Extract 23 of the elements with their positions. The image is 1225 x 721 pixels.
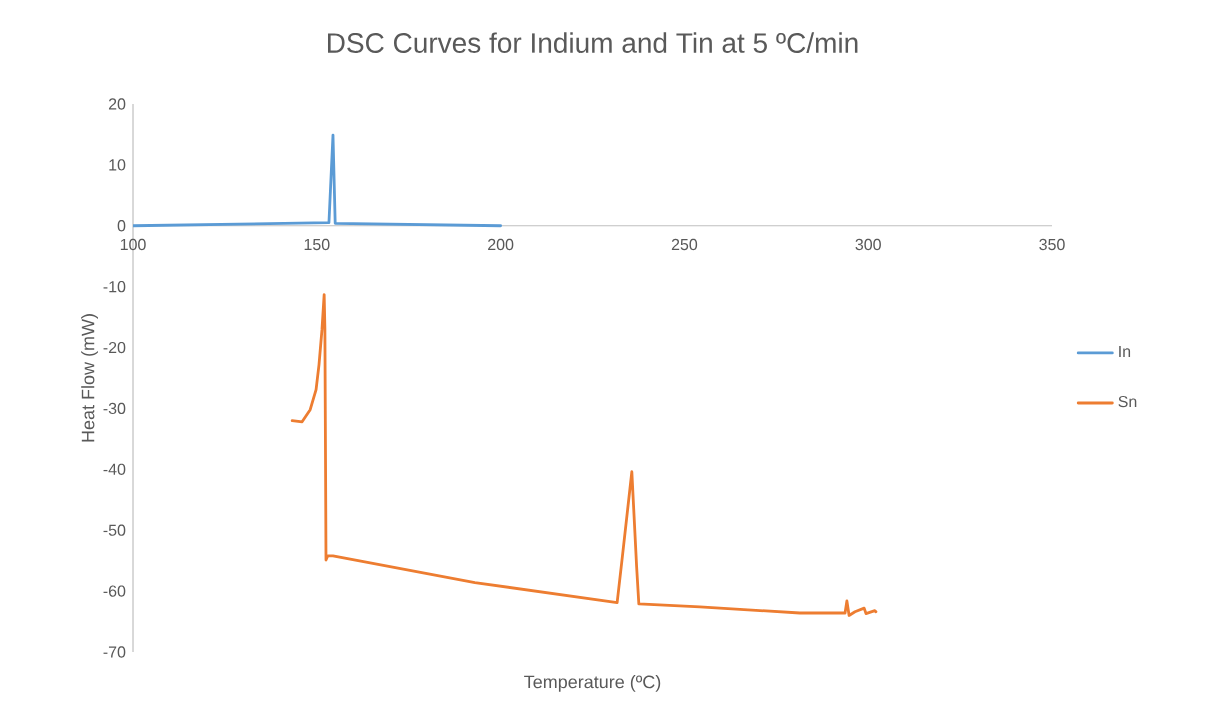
y-tick-label: 0 <box>117 220 126 232</box>
legend-label: In <box>1119 345 1131 357</box>
y-tick-label: -70 <box>103 646 126 658</box>
y-tick-label: -50 <box>103 524 126 536</box>
x-tick-label: 300 <box>855 238 881 251</box>
line-series <box>290 293 878 617</box>
y-tick-label: -20 <box>103 341 126 354</box>
x-tick-label: 100 <box>120 238 146 251</box>
chart-title: DSC Curves for Indium and Tin at 5 ºC/min <box>328 32 858 53</box>
x-tick-label: 250 <box>671 238 698 251</box>
x-tick-label: 200 <box>488 238 514 251</box>
line-series <box>133 133 503 228</box>
y-tick-label: -30 <box>103 402 126 415</box>
x-tick-label: 350 <box>1039 238 1065 251</box>
x-axis-title: Temperature (ºC) <box>524 675 661 692</box>
x-tick-label: 150 <box>304 238 330 251</box>
y-axis-title: Heat Flow (mW) <box>81 314 98 442</box>
y-tick-label: -40 <box>103 463 126 475</box>
legend-label: Sn <box>1118 395 1137 408</box>
y-tick-label: 10 <box>109 159 126 171</box>
y-tick-label: -60 <box>103 585 126 597</box>
y-tick-label: 20 <box>108 98 126 110</box>
y-tick-label: -10 <box>103 281 126 293</box>
